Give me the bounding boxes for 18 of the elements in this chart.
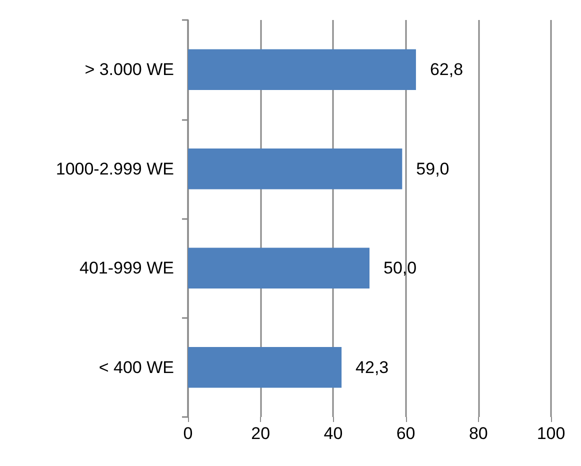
bar [188,148,402,190]
x-tick-label: 40 [324,424,343,443]
data-label: 50,0 [384,258,417,278]
x-tick-label: 0 [183,424,193,443]
x-tick-label: 20 [251,424,270,443]
data-label: 42,3 [356,358,389,377]
bar [188,347,342,388]
y-tick-label: > 3.000 WE [84,60,174,80]
x-tick-label: 80 [468,424,488,443]
x-tick-label: 100 [536,424,566,443]
data-label: 62,8 [430,60,464,80]
bar [188,49,416,90]
x-tick-label: 60 [396,424,416,443]
data-label: 59,0 [416,159,450,178]
y-tick-label: 401-999 WE [80,258,174,278]
y-tick-label: 1000-2.999 WE [56,159,174,178]
bar [188,248,370,288]
y-tick-label: < 400 WE [98,358,174,377]
